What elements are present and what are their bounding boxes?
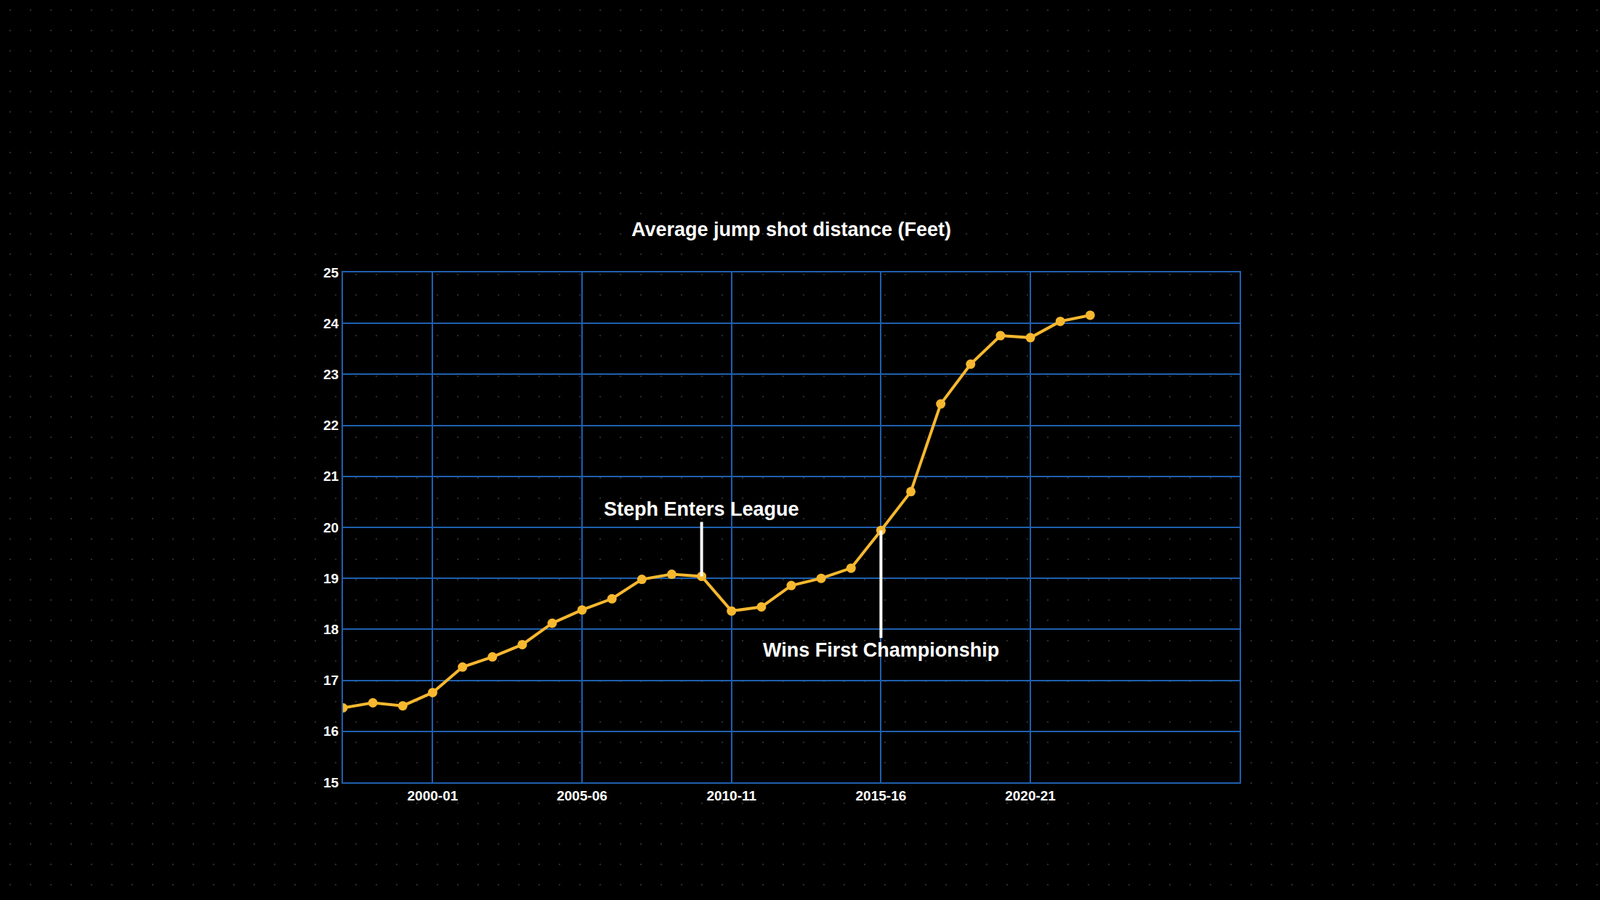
svg-text:17: 17: [323, 672, 339, 689]
svg-text:Steph Enters League: Steph Enters League: [603, 498, 800, 521]
svg-text:22: 22: [323, 417, 339, 434]
svg-text:2015-16: 2015-16: [855, 788, 907, 804]
svg-text:2010-11: 2010-11: [706, 788, 757, 804]
svg-text:19: 19: [323, 571, 339, 587]
svg-text:24: 24: [323, 316, 340, 332]
svg-text:2005-06: 2005-06: [556, 788, 608, 804]
svg-text:18: 18: [323, 621, 339, 638]
svg-text:2020-21: 2020-21: [1004, 788, 1056, 804]
svg-text:20: 20: [323, 520, 339, 536]
svg-text:2000-01: 2000-01: [407, 788, 459, 804]
svg-text:Average jump shot distance (Fe: Average jump shot distance (Feet): [631, 218, 952, 241]
svg-text:16: 16: [323, 723, 339, 739]
svg-text:Wins First Championship: Wins First Championship: [762, 639, 1000, 662]
svg-text:21: 21: [323, 468, 340, 484]
svg-text:23: 23: [323, 366, 339, 383]
svg-text:25: 25: [323, 265, 340, 281]
svg-text:15: 15: [323, 775, 340, 791]
